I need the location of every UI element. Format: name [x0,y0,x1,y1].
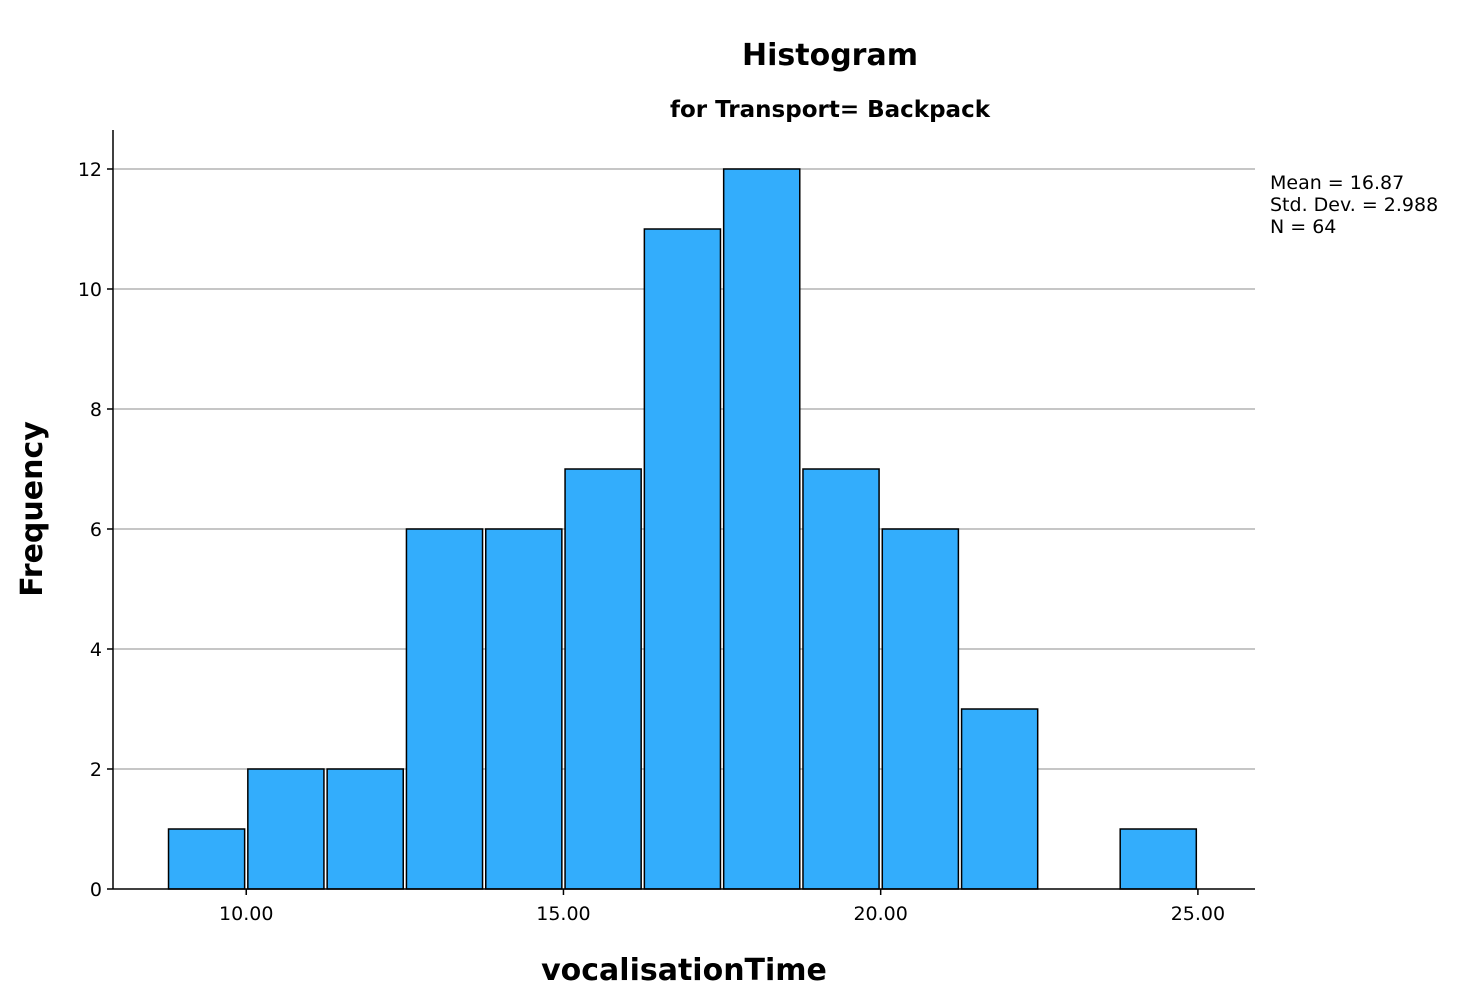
histogram-bar [405,528,484,890]
x-tick-label: 20.00 [853,903,907,925]
x-axis-title: vocalisationTime [541,953,827,988]
x-tick-label: 10.00 [219,903,273,925]
histogram-bar [881,528,960,890]
x-tick-label: 15.00 [536,903,590,925]
chart-subtitle: for Transport= Backpack [670,97,991,123]
chart-title: Histogram [742,38,918,73]
y-tick-label: 6 [90,519,102,541]
histogram-bar [247,768,325,890]
stat-mean: Mean = 16.87 [1270,172,1404,194]
y-axis-ticks: 0 2 4 6 8 10 12 [78,159,113,901]
histogram-bar [564,468,642,890]
histogram-bar [485,528,563,890]
y-axis-title: Frequency [15,421,50,597]
histogram-bar [167,828,246,890]
histogram-bar [643,228,722,890]
histogram-bar [802,468,880,890]
histogram-bar [1119,828,1198,890]
histogram-bar [960,708,1039,890]
histogram-bar [326,768,404,890]
stat-std-dev: Std. Dev. = 2.988 [1270,194,1438,216]
histogram-bars [167,168,1198,890]
statistics-box: Mean = 16.87 Std. Dev. = 2.988 N = 64 [1270,172,1438,238]
histogram-bar [722,168,801,890]
y-tick-label: 12 [78,159,102,181]
y-tick-label: 2 [90,759,102,781]
y-tick-label: 8 [90,399,102,421]
y-tick-label: 4 [90,639,102,661]
stat-n: N = 64 [1270,216,1336,238]
axes [112,130,1255,890]
y-tick-label: 0 [90,879,102,901]
x-tick-label: 25.00 [1171,903,1225,925]
y-tick-label: 10 [78,279,102,301]
x-axis-ticks: 10.00 15.00 20.00 25.00 [219,889,1225,925]
